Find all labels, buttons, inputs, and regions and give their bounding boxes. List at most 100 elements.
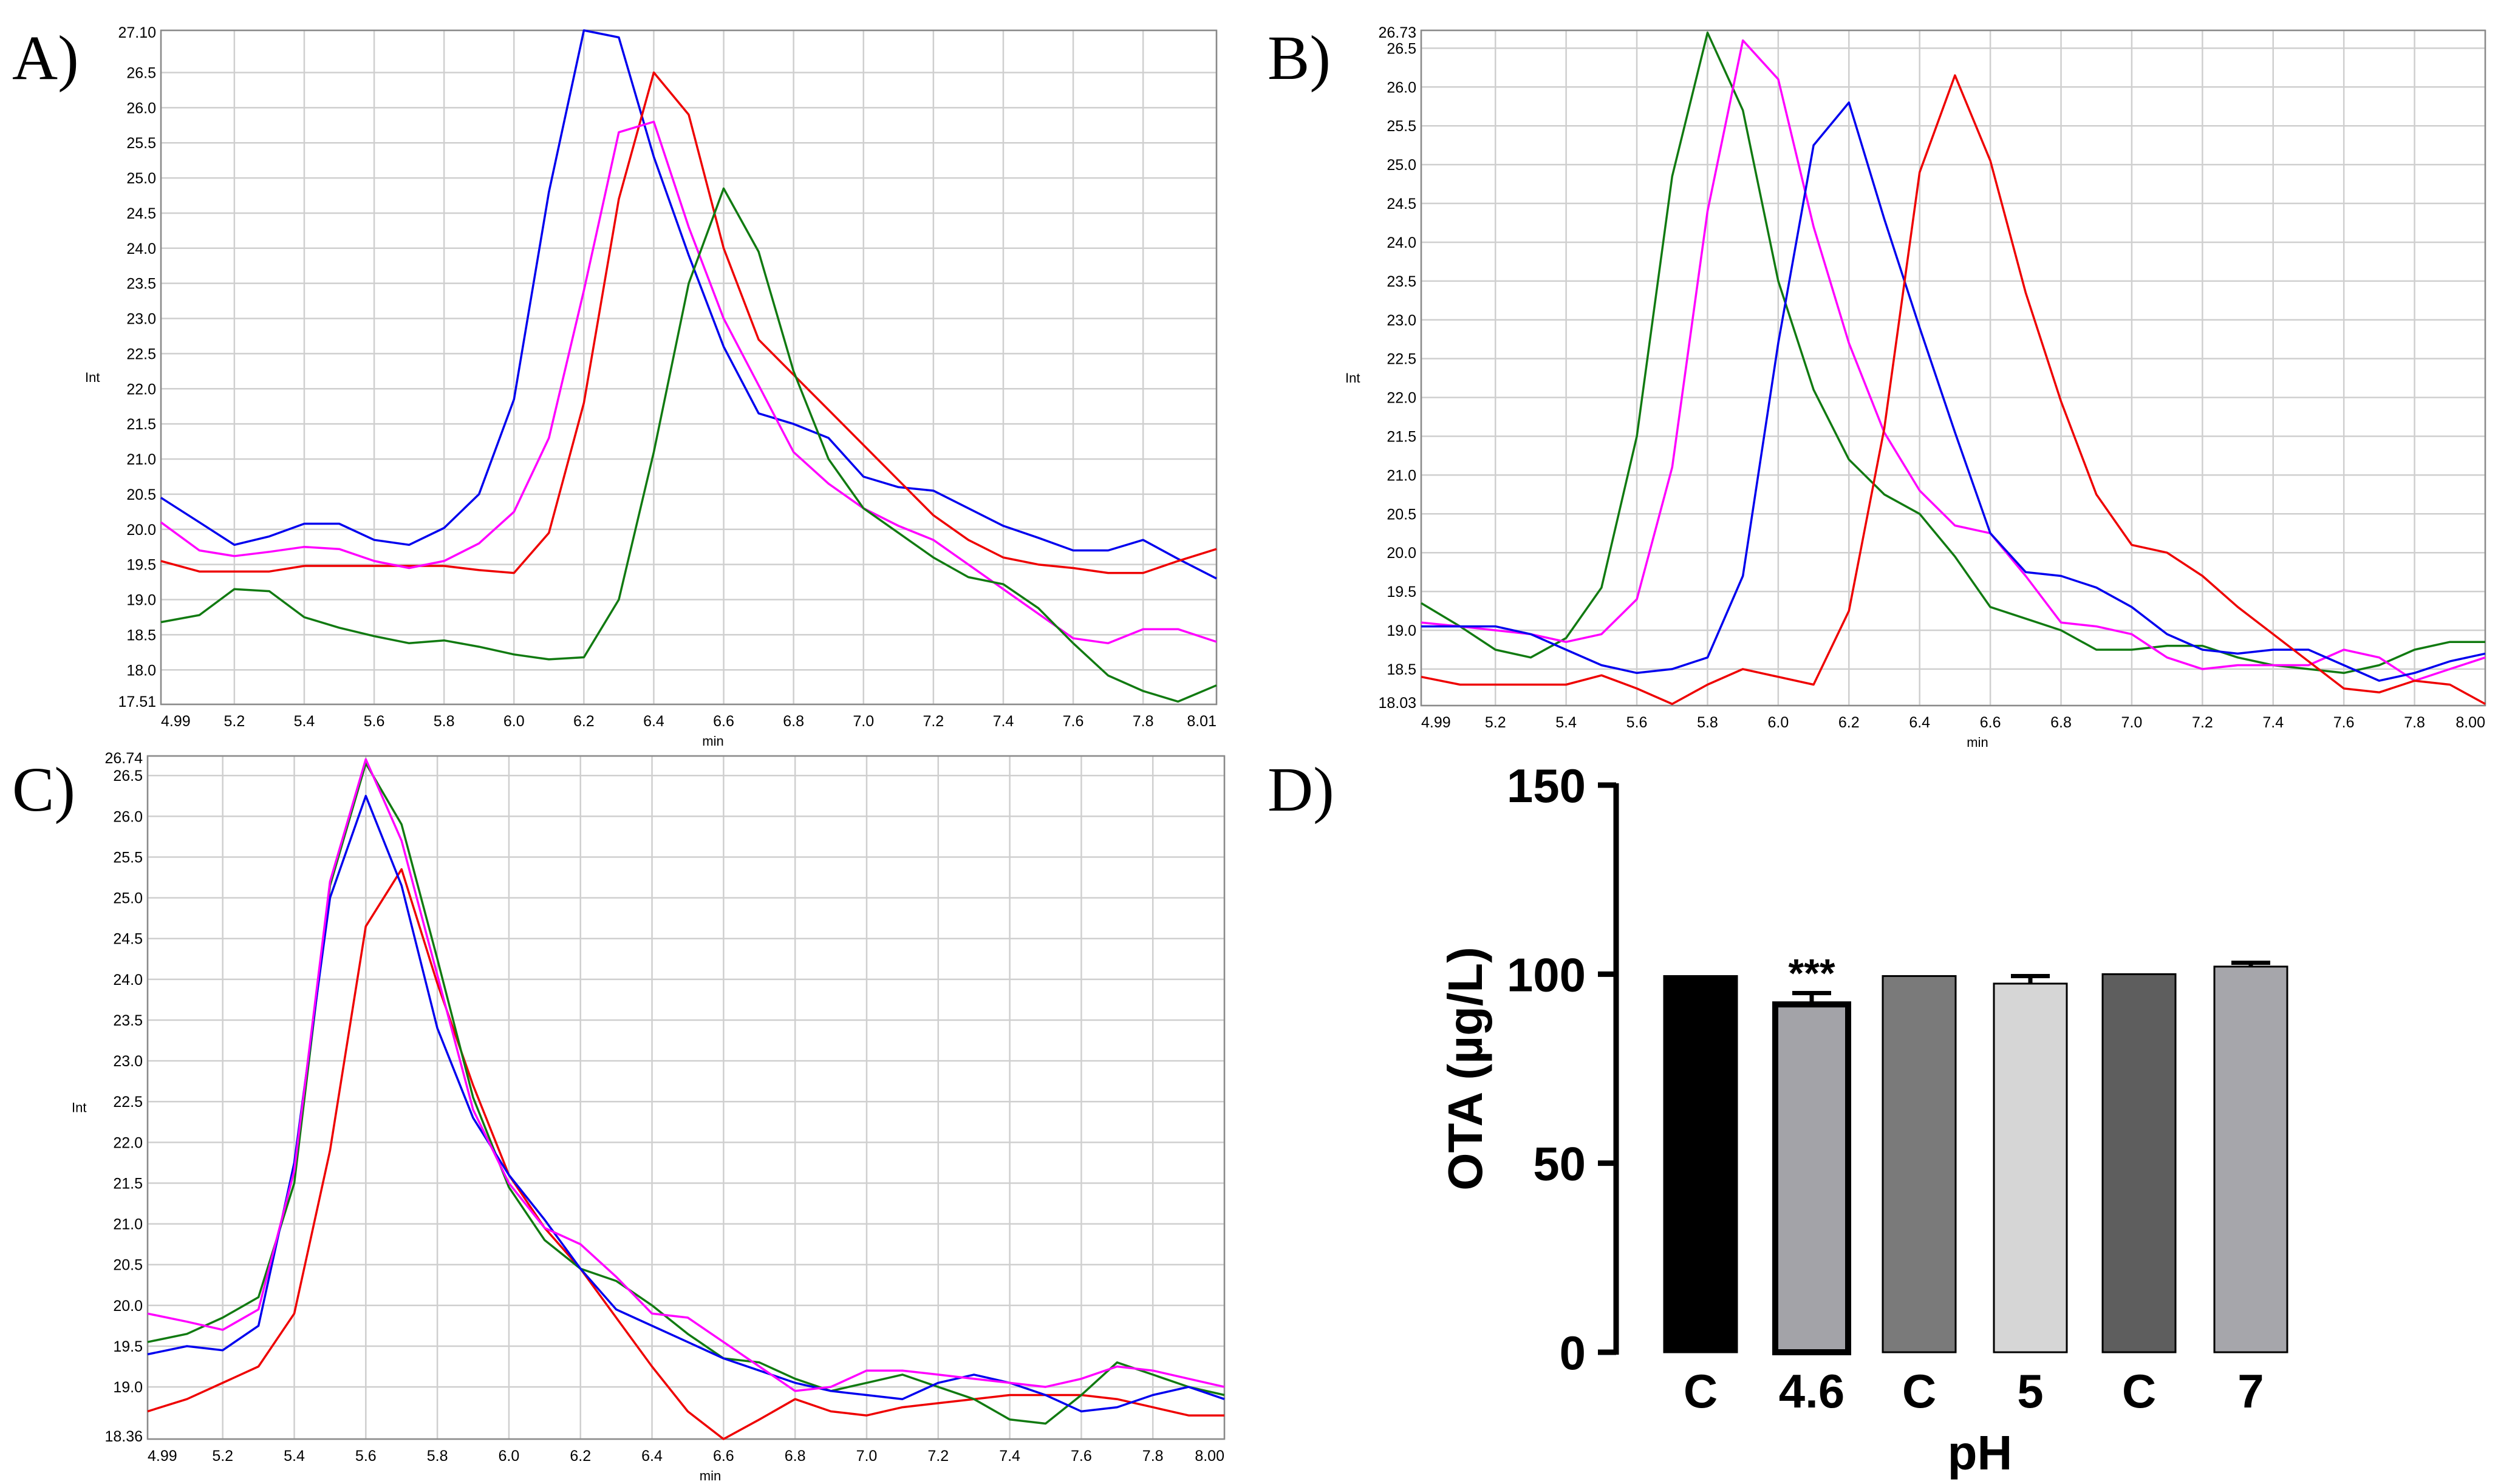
x-tick-label: 7.0: [853, 713, 874, 730]
y-tick-label: 20.0: [113, 1298, 143, 1315]
y-tick-label: 23.5: [126, 276, 156, 293]
x-tick-label: 7.8: [1133, 713, 1154, 730]
x-tick-label: 7.6: [1071, 1448, 1092, 1465]
x-tick-label: 7.8: [2404, 714, 2425, 731]
x-tick-label: 6.0: [1767, 714, 1789, 731]
y-tick-label: 22.0: [1387, 390, 1416, 407]
x-tick-label: 7.0: [856, 1448, 878, 1465]
y-tick-label: 19.5: [1387, 584, 1416, 601]
y-tick-label: 17.51: [118, 693, 156, 710]
y-tick-label: 25.0: [126, 170, 156, 187]
x-tick-label: 5.2: [224, 713, 245, 730]
x-tick-label: 6.2: [1838, 714, 1860, 731]
x-tick-label: 6.4: [1909, 714, 1930, 731]
y-tick-label: 22.0: [126, 381, 156, 398]
y-tick-label: 18.0: [126, 662, 156, 679]
y-tick-label: 26.73: [1378, 24, 1416, 41]
series-line-red: [160, 71, 1217, 574]
y-tick-label: 25.0: [113, 890, 143, 907]
x-tick-label: 6.4: [641, 1448, 663, 1465]
x-tick-label: 5.2: [212, 1448, 233, 1465]
x-tick-label: 7.0: [2121, 714, 2143, 731]
y-tick-label: 24.5: [113, 931, 143, 948]
panel-label: D): [1268, 755, 1334, 825]
y-tick-label: 23.5: [1387, 273, 1416, 290]
series-line-blue: [1421, 101, 2486, 682]
y-tick-label: 0: [1560, 1326, 1586, 1380]
y-tick-label: 26.0: [113, 808, 143, 825]
y-tick-label: 21.5: [126, 416, 156, 433]
bar-0: [1663, 975, 1738, 1353]
panel-label: B): [1268, 23, 1331, 93]
panel-label: A): [12, 23, 79, 93]
bar-2: [1882, 975, 1957, 1353]
x-tick-label: 5.8: [434, 713, 455, 730]
x-axis-label: min: [1967, 735, 1988, 750]
y-tick-label: 23.0: [113, 1053, 143, 1070]
x-axis-label: min: [702, 733, 723, 749]
y-tick-label: 25.0: [1387, 157, 1416, 174]
x-tick-label: 7.8: [1142, 1448, 1164, 1465]
y-tick-label: 18.5: [1387, 661, 1416, 678]
x-tick-label: 7.4: [2262, 714, 2284, 731]
y-tick-label: 26.5: [126, 64, 156, 81]
plot-frame: [146, 755, 1226, 1440]
y-tick-label: 21.0: [1387, 467, 1416, 484]
series-line-blue: [147, 795, 1225, 1413]
series-line-magenta: [160, 120, 1217, 645]
x-tick-label: C: [1902, 1364, 1936, 1418]
x-tick-label: 4.6: [1779, 1364, 1844, 1418]
y-tick-label: 24.5: [1387, 196, 1416, 213]
y-axis-label: Int: [1345, 370, 1360, 386]
panel-label: C): [12, 755, 75, 825]
x-tick-label: 5.4: [1555, 714, 1577, 731]
x-tick-label: 5.4: [294, 713, 315, 730]
y-tick-label: 18.03: [1378, 695, 1416, 712]
y-tick-label: 19.0: [1387, 622, 1416, 639]
y-axis-label: Int: [72, 1100, 86, 1115]
chromatogram-panel-c: C) 4.99 5.2 5.4 5.6 5.8 6.0 6.2 6.4 6.6 6.8 7.0 7.2 7…: [12, 750, 1226, 1483]
y-tick-label: 26.74: [104, 750, 143, 767]
y-tick-label: 23.0: [126, 311, 156, 328]
y-axis-label: Int: [85, 370, 100, 385]
series-line-green: [1421, 32, 2485, 675]
y-tick-label: 20.5: [1387, 506, 1416, 523]
x-tick-label: 7.4: [993, 713, 1014, 730]
bar-chart-panel-d: D) C 4.6 C 5 C 7 *** 0 50 100 150 pH OTA (µg/L): [1268, 755, 2288, 1480]
x-tick-label: 5.8: [1697, 714, 1718, 731]
x-tick-label: 7.2: [923, 713, 944, 730]
y-tick-label: 18.5: [126, 627, 156, 644]
y-tick-label: 150: [1507, 759, 1586, 812]
y-tick-label: 50: [1533, 1137, 1586, 1191]
y-tick-label: 20.5: [113, 1257, 143, 1274]
x-tick-label: C: [1684, 1364, 1718, 1418]
chromatogram-panel-b: B) 4.99 5.2 5.4 5.6 5.8 6.0 6.2 6.4 6.6 6.8 7.0 7.2 7…: [1268, 23, 2486, 750]
x-tick-label: 7.6: [2333, 714, 2355, 731]
y-tick-label: 19.0: [113, 1379, 143, 1396]
y-tick-label: 25.5: [113, 849, 143, 866]
y-tick-label: 19.5: [126, 557, 156, 574]
y-tick-label: 23.5: [113, 1012, 143, 1029]
y-tick-label: 21.5: [1387, 428, 1416, 445]
y-tick-label: 21.5: [113, 1175, 143, 1192]
x-tick-label: 8.00: [1195, 1448, 1224, 1465]
y-tick-label: 27.10: [118, 24, 156, 41]
y-tick-label: 26.5: [113, 768, 143, 785]
y-tick-label: 19.0: [126, 592, 156, 609]
plot-frame: [1420, 29, 2486, 707]
series-line-green: [147, 762, 1225, 1425]
x-tick-label: 6.8: [785, 1448, 806, 1465]
y-tick-label: 22.5: [126, 345, 156, 362]
x-tick-label: 6.8: [783, 713, 804, 730]
x-tick-label: 5.6: [1626, 714, 1648, 731]
x-tick-label: 5.4: [284, 1448, 305, 1465]
y-tick-label: 24.5: [126, 205, 156, 222]
x-tick-label: 6.6: [713, 1448, 734, 1465]
chromatogram-panel-a: A) 4.99 5.2 5.4 5.6 5.8 6.0 6.2 6.4 6.6 6.8 7.0 7.2 7…: [12, 23, 1218, 749]
y-tick-label: 21.0: [126, 451, 156, 468]
series-line-red: [147, 868, 1224, 1440]
series-line-magenta: [147, 758, 1225, 1392]
x-tick-label: 8.01: [1187, 713, 1217, 730]
y-axis-label: OTA (µg/L): [1438, 947, 1492, 1191]
